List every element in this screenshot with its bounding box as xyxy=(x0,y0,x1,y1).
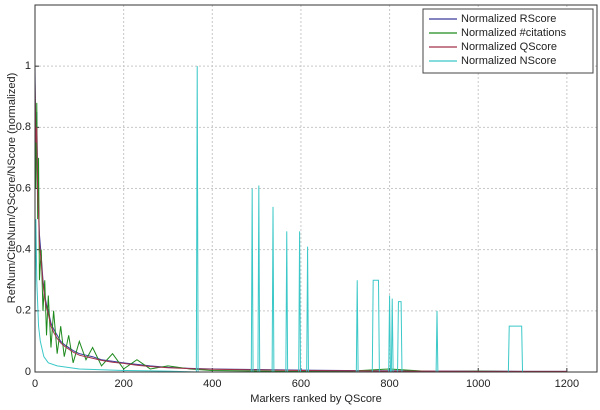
y-tick-label: 0.8 xyxy=(16,121,31,133)
x-tick-label: 200 xyxy=(114,378,132,390)
plot-frame xyxy=(34,4,598,373)
legend-label: Normalized #citations xyxy=(461,27,567,39)
x-tick-label: 800 xyxy=(380,378,398,390)
y-tick-label: 0.6 xyxy=(16,182,31,194)
legend-label: Normalized RScore xyxy=(461,13,556,25)
y-tick-label: 0 xyxy=(25,366,31,378)
x-tick-label: 1200 xyxy=(555,378,579,390)
x-tick-label: 1000 xyxy=(466,378,490,390)
y-tick-label: 0.2 xyxy=(16,305,31,317)
x-tick-label: 600 xyxy=(292,378,310,390)
x-tick-label: 0 xyxy=(32,378,38,390)
legend-label: Normalized QScore xyxy=(461,41,557,53)
legend-label: Normalized NScore xyxy=(461,55,556,67)
y-tick-label: 0.4 xyxy=(16,244,31,256)
x-axis-label: Markers ranked by QScore xyxy=(250,393,381,405)
legend-box xyxy=(422,8,594,74)
y-axis-label: RefNum/CiteNum/QScore/NScore (normalized… xyxy=(6,73,18,303)
x-tick-label: 400 xyxy=(203,378,221,390)
y-tick-label: 1 xyxy=(25,60,31,72)
